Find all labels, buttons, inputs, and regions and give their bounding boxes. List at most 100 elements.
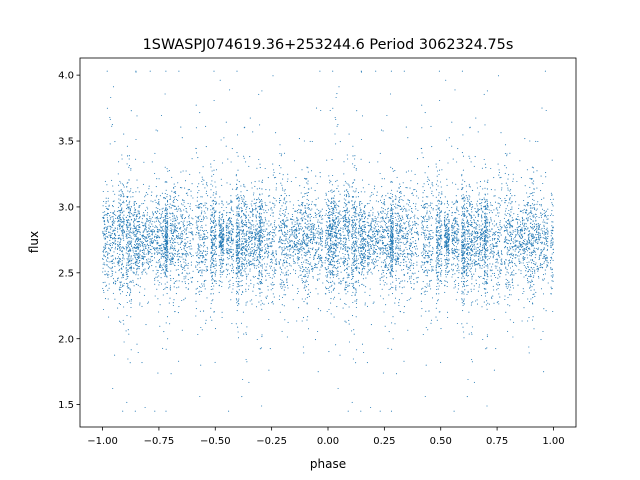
data-point — [343, 234, 345, 237]
data-point — [136, 241, 139, 243]
data-point — [543, 256, 545, 258]
data-point — [113, 233, 116, 235]
data-point — [439, 242, 441, 244]
data-point — [473, 381, 475, 383]
data-point — [376, 191, 378, 193]
data-point — [286, 247, 288, 249]
data-point — [439, 215, 441, 217]
data-point — [122, 222, 124, 224]
data-point — [236, 228, 238, 230]
data-point — [430, 319, 433, 321]
data-point — [214, 242, 216, 244]
data-point — [421, 127, 423, 129]
data-point — [398, 299, 400, 301]
data-point — [256, 235, 258, 237]
data-point — [156, 227, 158, 229]
data-point — [487, 179, 489, 181]
data-point — [121, 154, 123, 156]
data-point — [195, 293, 197, 295]
data-point — [536, 187, 538, 189]
data-point — [485, 348, 487, 350]
data-point — [371, 245, 373, 247]
data-point — [388, 217, 390, 219]
data-point — [367, 225, 369, 227]
data-point — [404, 222, 406, 224]
data-point — [357, 249, 359, 251]
data-point — [267, 209, 270, 211]
data-point — [330, 180, 332, 182]
data-point — [361, 262, 363, 264]
data-point — [241, 219, 243, 221]
data-point — [211, 200, 213, 202]
data-point — [388, 263, 391, 265]
data-point — [531, 253, 534, 255]
data-point — [272, 202, 274, 204]
data-point — [352, 264, 355, 266]
data-point — [177, 199, 179, 202]
data-point — [520, 270, 522, 272]
data-point — [503, 224, 505, 226]
data-point — [303, 248, 305, 250]
data-point — [314, 254, 317, 256]
data-point — [530, 281, 532, 283]
data-point — [390, 181, 392, 183]
data-point — [336, 244, 338, 246]
data-point — [528, 287, 531, 289]
data-point — [376, 253, 378, 255]
data-point — [361, 254, 364, 256]
data-point — [256, 230, 258, 232]
data-point — [275, 234, 277, 236]
data-point — [489, 239, 491, 241]
data-point — [428, 217, 430, 219]
data-point — [248, 221, 250, 223]
data-point — [240, 285, 242, 287]
data-point — [243, 195, 245, 197]
data-point — [402, 199, 404, 202]
data-point — [237, 222, 239, 224]
data-point — [314, 241, 316, 244]
data-point — [148, 188, 150, 190]
data-point — [445, 224, 447, 226]
data-point — [238, 251, 240, 253]
data-point — [424, 252, 426, 254]
data-point — [260, 304, 262, 306]
data-point — [215, 246, 217, 248]
data-point — [491, 266, 493, 268]
data-point — [498, 293, 500, 295]
data-point — [375, 218, 378, 220]
data-point — [348, 323, 350, 325]
data-point — [141, 273, 143, 275]
data-point — [513, 242, 515, 244]
data-point — [368, 262, 371, 264]
data-point — [512, 336, 514, 338]
data-point — [426, 275, 429, 277]
data-point — [506, 224, 508, 226]
data-point — [149, 220, 151, 222]
data-point — [260, 213, 263, 215]
data-point — [306, 271, 308, 273]
data-point — [333, 298, 335, 300]
data-point — [408, 229, 410, 232]
data-point — [188, 231, 190, 233]
data-point — [110, 211, 112, 214]
data-point — [463, 207, 465, 209]
data-point — [529, 186, 531, 188]
data-point — [304, 270, 306, 272]
data-point — [333, 288, 335, 290]
data-point — [391, 261, 393, 264]
data-point — [358, 224, 360, 226]
data-point — [426, 207, 428, 209]
data-point — [112, 229, 114, 231]
data-point — [302, 239, 304, 241]
data-point — [298, 264, 300, 267]
data-point — [514, 229, 516, 231]
data-point — [340, 257, 342, 259]
data-point — [347, 191, 349, 193]
data-point — [184, 245, 186, 247]
data-point — [371, 206, 374, 208]
data-point — [118, 194, 120, 196]
data-point — [495, 224, 497, 226]
data-point — [340, 217, 342, 219]
data-point — [259, 281, 261, 283]
data-point — [530, 270, 532, 272]
